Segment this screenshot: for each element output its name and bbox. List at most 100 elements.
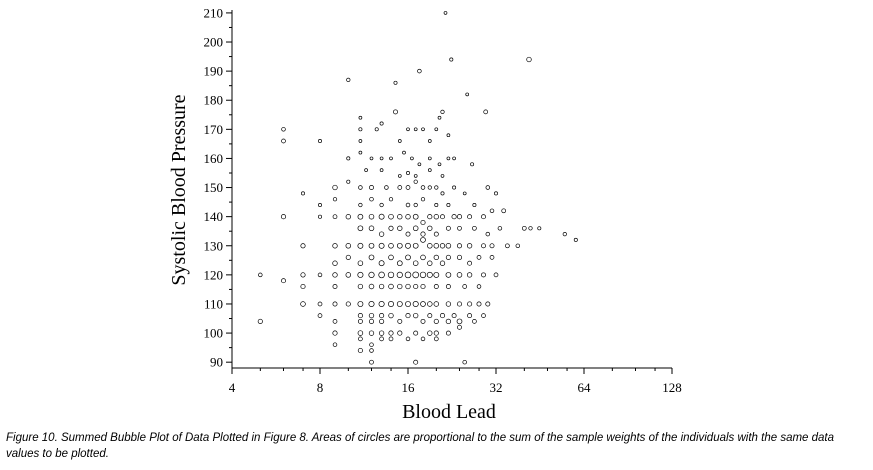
x-tick-label: 128 xyxy=(662,380,682,395)
axes xyxy=(231,10,672,369)
bubble-point xyxy=(427,156,432,161)
bubble-point xyxy=(368,300,375,308)
bubble-point xyxy=(445,254,451,260)
y-tick-label: 160 xyxy=(204,151,224,166)
bubble-point xyxy=(456,243,463,249)
y-tick-label: 130 xyxy=(204,238,224,253)
bubble-point xyxy=(369,185,374,190)
bubble-point xyxy=(369,348,374,353)
x-axis-ticks: 4 8 16 32 64 128 xyxy=(229,368,682,395)
bubble-point xyxy=(318,203,322,207)
bubble-point xyxy=(446,133,451,138)
bubble-point xyxy=(493,272,499,278)
bubble-point xyxy=(497,226,503,231)
bubble-point xyxy=(357,301,364,307)
bubble-point xyxy=(388,283,394,290)
bubble-point xyxy=(481,272,486,278)
bubble-point xyxy=(528,226,533,231)
bubble-point xyxy=(472,225,477,231)
bubble-point xyxy=(301,191,305,196)
bubble-point xyxy=(457,225,462,231)
bubble-point xyxy=(345,272,352,278)
y-tick-label: 100 xyxy=(204,326,224,341)
bubble-point xyxy=(318,214,322,219)
bubble-point xyxy=(332,342,338,347)
bubble-point xyxy=(358,115,363,120)
bubble-point xyxy=(489,208,495,214)
bubble-point xyxy=(405,313,411,319)
bubble-point xyxy=(456,254,463,260)
bubble-point xyxy=(433,284,439,289)
y-axis-ticks: 90 100 110 120 130 140 150 160 170 180 190 200 210 xyxy=(204,5,232,370)
bubble-point xyxy=(369,156,374,161)
bubble-point xyxy=(412,213,419,220)
bubble-point xyxy=(412,225,419,232)
bubble-point xyxy=(379,202,384,208)
bubble-point xyxy=(485,185,491,190)
bubble-point xyxy=(358,336,363,342)
bubble-point xyxy=(452,156,456,161)
bubble-chart: 90 100 110 120 130 140 150 160 170 180 190 200 210 4… xyxy=(168,5,682,423)
bubble-point xyxy=(412,242,419,249)
bubble-point xyxy=(433,214,439,220)
bubble-point xyxy=(397,139,402,143)
bubble-point xyxy=(472,203,477,207)
bubble-point xyxy=(374,127,379,132)
bubble-point xyxy=(357,347,363,354)
bubble-point xyxy=(397,330,403,336)
bubble-point xyxy=(358,150,363,155)
bubble-point xyxy=(368,225,375,232)
bubble-point xyxy=(501,208,507,214)
bubble-point xyxy=(332,330,338,336)
bubble-point xyxy=(364,168,368,172)
bubble-point xyxy=(467,301,473,307)
bubble-point xyxy=(368,213,375,220)
bubble-point xyxy=(368,330,375,336)
bubble-point xyxy=(397,174,402,178)
bubble-point xyxy=(472,319,477,324)
bubble-point xyxy=(368,312,375,319)
bubble-point xyxy=(410,156,414,161)
bubble-point xyxy=(445,225,451,231)
bubble-point xyxy=(489,243,495,249)
bubble-point xyxy=(476,255,482,260)
bubble-point xyxy=(378,330,385,336)
x-axis-title: Blood Lead xyxy=(402,401,496,423)
bubble-point xyxy=(379,121,384,126)
bubble-point xyxy=(494,191,498,196)
bubble-point xyxy=(457,324,462,330)
bubble-point xyxy=(357,330,364,336)
bubble-point xyxy=(421,127,425,132)
bubble-point xyxy=(387,300,395,308)
bubble-point xyxy=(413,312,419,319)
bubble-point xyxy=(485,301,491,307)
bubble-point xyxy=(332,260,338,266)
bubble-point xyxy=(515,243,521,249)
bubble-point xyxy=(562,231,567,237)
bubble-point xyxy=(427,168,432,172)
bubble-point xyxy=(467,260,473,266)
bubble-point xyxy=(389,156,393,161)
bubble-point xyxy=(318,139,322,143)
bubble-point xyxy=(358,185,363,190)
bubble-point xyxy=(379,156,384,161)
bubble-point xyxy=(445,284,451,289)
bubble-point xyxy=(357,271,364,278)
bubble-point xyxy=(388,225,394,231)
bubble-point xyxy=(451,313,457,319)
bubble-point xyxy=(433,330,439,336)
bubble-point xyxy=(420,318,426,324)
bubble-point xyxy=(446,203,451,207)
bubble-point xyxy=(369,342,374,347)
bubble-point xyxy=(417,162,422,167)
bubble-point xyxy=(357,225,364,232)
bubble-point xyxy=(413,179,418,184)
bubble-point xyxy=(357,242,364,249)
bubble-point xyxy=(405,301,411,307)
bubble-point xyxy=(393,80,398,85)
bubble-point xyxy=(257,318,263,324)
bubble-point xyxy=(483,109,489,115)
bubble-point xyxy=(573,237,578,242)
bubble-point xyxy=(281,127,286,132)
bubble-point xyxy=(368,271,375,278)
